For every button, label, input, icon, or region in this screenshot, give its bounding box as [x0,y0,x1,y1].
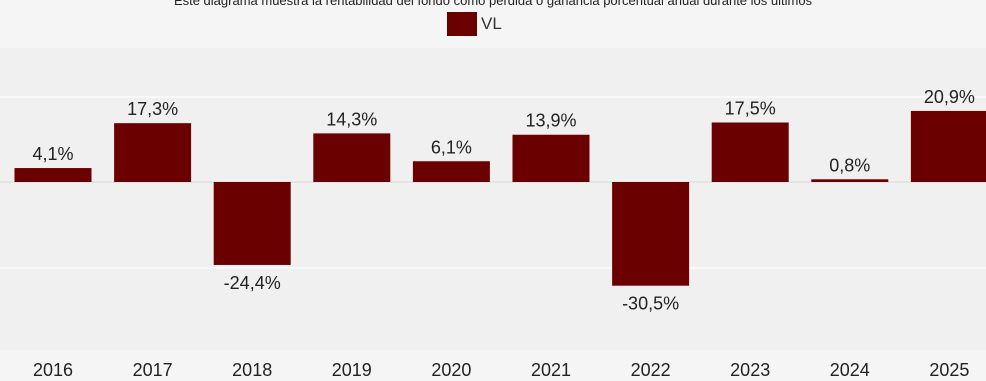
x-tick-2021: 2021 [531,360,571,380]
data-label-2022: -30,5% [622,294,679,314]
data-label-2017: 17,3% [127,99,178,119]
legend: VL [447,12,502,36]
chart-subtitle: Este diagrama muestra la rentabilidad de… [173,0,813,8]
data-label-2016: 4,1% [32,144,73,164]
x-tick-2023: 2023 [730,360,770,380]
data-label-2020: 6,1% [431,137,472,157]
data-label-2025: 20,9% [924,87,975,107]
legend-label: VL [481,14,502,33]
x-tick-2025: 2025 [929,360,969,380]
bar-2016 [14,168,92,182]
data-label-2024: 0,8% [829,155,870,175]
bar-2020 [412,161,490,182]
bar-2022 [612,182,690,286]
plot-area [0,48,986,350]
bar-2019 [313,133,391,182]
bar-2021 [512,134,590,182]
data-label-2019: 14,3% [326,109,377,129]
x-tick-labels: 2016 2017 2018 2019 2020 2021 2022 2023 2024 2025 [33,360,969,380]
bars [14,110,986,286]
x-tick-2018: 2018 [232,360,272,380]
x-tick-2024: 2024 [830,360,870,380]
x-tick-2017: 2017 [133,360,173,380]
bar-2017 [114,123,192,182]
bar-2018 [213,182,291,265]
legend-swatch [447,12,477,36]
data-label-2023: 17,5% [725,99,776,119]
x-tick-2020: 2020 [431,360,471,380]
data-labels: 4,1% 17,3% -24,4% 14,3% 6,1% 13,9% -30,5% 17,5%… [32,87,974,314]
bar-2023 [711,122,789,182]
x-tick-2022: 2022 [631,360,671,380]
bar-2025 [910,110,986,182]
grid-lines [0,48,986,350]
data-label-2021: 13,9% [525,111,576,131]
data-label-2018: -24,4% [224,273,281,293]
bar-2024 [811,179,889,182]
x-tick-2016: 2016 [33,360,73,380]
x-tick-2019: 2019 [332,360,372,380]
